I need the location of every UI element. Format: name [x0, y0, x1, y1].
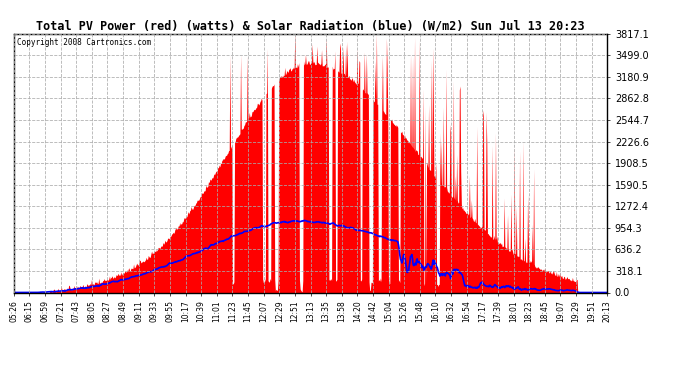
- Title: Total PV Power (red) (watts) & Solar Radiation (blue) (W/m2) Sun Jul 13 20:23: Total PV Power (red) (watts) & Solar Rad…: [36, 20, 585, 33]
- Text: Copyright 2008 Cartronics.com: Copyright 2008 Cartronics.com: [17, 38, 151, 46]
